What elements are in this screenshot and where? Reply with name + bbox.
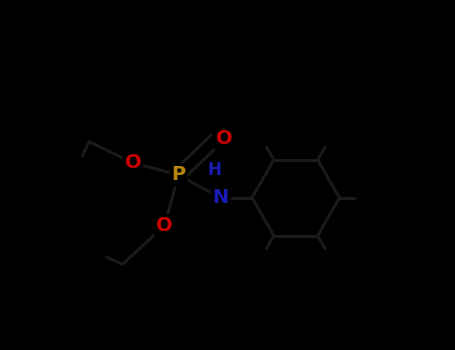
- Text: N: N: [212, 188, 228, 207]
- Text: O: O: [125, 153, 142, 172]
- Text: O: O: [156, 216, 173, 235]
- Text: O: O: [216, 129, 233, 148]
- Text: P: P: [172, 166, 186, 184]
- Text: H: H: [207, 161, 221, 180]
